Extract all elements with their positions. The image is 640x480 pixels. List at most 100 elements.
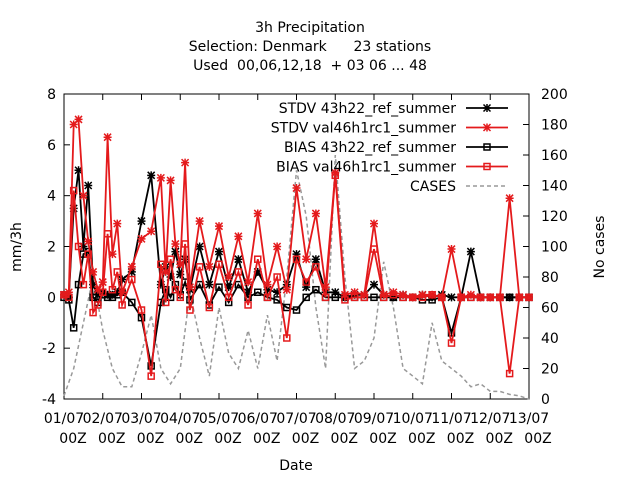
y2-tick-label: 0	[541, 392, 550, 408]
x-tick-label-date: 07/07	[276, 411, 316, 427]
data-point	[108, 285, 117, 294]
data-point	[156, 173, 165, 182]
title-line-3: Used 00,06,12,18 + 03 06 ... 48	[193, 58, 427, 74]
data-point	[311, 209, 320, 218]
y-tick-label: 6	[47, 138, 56, 154]
data-point	[389, 291, 398, 299]
data-point	[302, 293, 310, 302]
data-point	[273, 288, 282, 297]
y2-tick-label: 40	[541, 331, 559, 347]
data-point	[399, 293, 407, 302]
data-point	[137, 306, 146, 314]
data-point	[331, 293, 339, 302]
data-point	[171, 285, 180, 294]
data-point	[312, 285, 320, 294]
x-tick-label-hour: 00Z	[331, 431, 358, 447]
data-point	[331, 171, 339, 180]
y2-axis-label: No cases	[592, 216, 608, 279]
data-point	[496, 293, 504, 302]
data-point	[186, 306, 194, 314]
data-point	[224, 293, 233, 302]
data-point	[311, 255, 320, 264]
data-point	[156, 280, 165, 289]
data-point	[283, 334, 291, 342]
data-point	[214, 222, 224, 231]
legend-label: BIAS 43h22_ref_summer	[284, 140, 456, 156]
data-point	[447, 293, 456, 302]
data-point	[185, 283, 194, 292]
data-point	[476, 293, 485, 302]
data-point	[369, 280, 379, 289]
data-point	[370, 245, 378, 253]
axis-ticks	[63, 93, 530, 400]
data-point	[161, 285, 170, 294]
x-tick-label-hour: 00Z	[524, 431, 551, 447]
data-point	[467, 293, 475, 302]
y-tick-label: -4	[42, 392, 56, 408]
data-point	[350, 288, 359, 297]
x-tick-label-hour: 00Z	[408, 431, 435, 447]
data-point	[263, 285, 272, 294]
data-point	[128, 275, 136, 284]
x-tick-label-date: 05/07	[199, 411, 239, 427]
y2-tick-label: 80	[541, 270, 559, 286]
data-point	[244, 288, 253, 297]
data-point	[59, 290, 69, 299]
y2-tick-label: 60	[541, 301, 559, 317]
series-line	[63, 154, 530, 400]
data-point	[127, 267, 136, 276]
data-point	[69, 186, 78, 195]
data-point	[137, 217, 146, 226]
data-point	[292, 306, 301, 314]
x-tick-label-hour: 00Z	[253, 431, 280, 447]
y-tick-label: 8	[47, 87, 56, 103]
x-tick-label-date: 04/07	[160, 411, 200, 427]
data-point	[74, 242, 83, 251]
data-point	[369, 219, 379, 228]
data-point	[181, 255, 190, 264]
data-point	[234, 268, 243, 276]
legend-marker	[483, 143, 491, 151]
data-point	[350, 293, 359, 302]
y-tick-label: 0	[47, 290, 56, 306]
data-point	[254, 255, 262, 263]
data-point	[447, 245, 456, 254]
x-tick-label-hour: 00Z	[59, 431, 86, 447]
data-point	[505, 194, 514, 203]
data-point	[263, 293, 272, 302]
data-point	[93, 285, 102, 294]
data-point	[302, 255, 311, 264]
data-point	[147, 171, 156, 180]
data-point	[176, 293, 184, 302]
data-point	[234, 232, 243, 241]
data-point	[224, 272, 233, 282]
data-point	[292, 184, 301, 193]
x-tick-label-hour: 00Z	[137, 431, 164, 447]
data-point	[171, 239, 180, 248]
data-point	[205, 303, 214, 312]
data-point	[118, 301, 126, 309]
data-point	[486, 293, 494, 302]
y2-tick-label: 100	[541, 240, 568, 256]
data-point	[137, 234, 146, 243]
data-point	[113, 268, 122, 276]
data-point	[89, 293, 97, 302]
x-tick-label-date: 06/07	[238, 411, 278, 427]
data-point	[69, 324, 78, 332]
data-point	[118, 275, 127, 284]
data-point	[89, 308, 97, 317]
data-point	[84, 250, 92, 258]
data-point	[161, 267, 170, 276]
x-tick-label-date: 12/07	[470, 411, 510, 427]
data-point	[74, 280, 83, 289]
y2-tick-label: 200	[541, 87, 568, 103]
data-point	[89, 267, 98, 276]
data-point	[457, 293, 465, 302]
data-point	[302, 278, 310, 286]
x-tick-label-hour: 00Z	[486, 431, 513, 447]
data-point	[74, 166, 83, 175]
data-point	[65, 293, 73, 302]
data-point	[171, 247, 180, 256]
data-point	[205, 280, 214, 289]
data-point	[234, 255, 243, 264]
